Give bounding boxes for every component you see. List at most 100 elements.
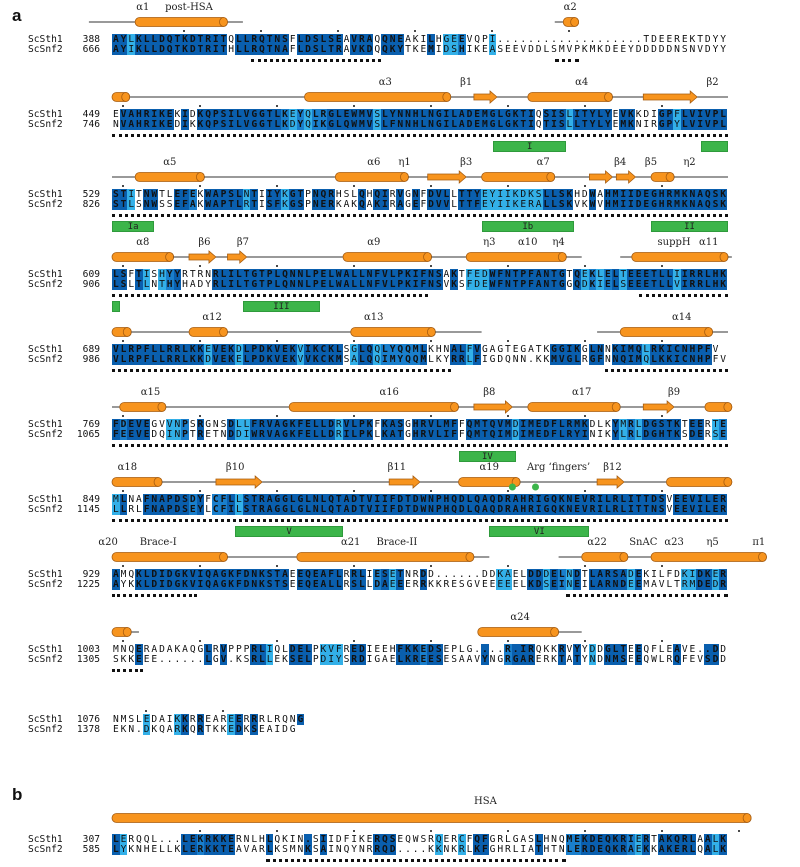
interface-dashed-line [112,214,728,217]
residue: E [620,44,627,55]
sequence-start-position: 1225 [76,579,100,590]
residue: L [451,199,457,210]
residue: L [650,354,658,365]
residue: Y [119,34,128,45]
residue: D [282,724,288,735]
residue: D [319,654,328,665]
residue: Q [374,34,381,45]
residue: R [412,579,419,590]
residue: D [165,569,174,580]
residue: R [334,44,343,55]
helix-cylinder [477,627,559,637]
residue: E [689,654,696,665]
residue: M [504,419,512,430]
residue: A [511,494,520,505]
residue: I [466,44,473,55]
residue: I [619,189,628,200]
residue: . [620,34,627,45]
residue: K [120,724,127,735]
residue: N [151,279,158,290]
residue: N [396,119,405,130]
residue: L [181,344,189,355]
residue: D [580,279,589,290]
position-tick-dot [121,105,124,107]
residue: S [296,199,305,210]
ss-element-label: α22 [587,537,607,548]
residue: L [350,419,358,430]
residue: L [665,269,674,280]
residue: D [711,579,720,590]
residue: Y [165,269,174,280]
residue: R [565,419,574,430]
residue: M [120,569,127,580]
residue: N [311,199,320,210]
residue: T [135,279,143,290]
residue: Y [573,429,581,440]
residue: E [173,199,182,210]
residue: P [219,199,228,210]
residue: K [196,119,205,130]
residue: Q [343,844,350,855]
residue: G [466,579,473,590]
residue: P [135,344,143,355]
residue: K [642,844,651,855]
residue: V [381,279,389,290]
residue: I [627,504,635,515]
residue: H [519,494,528,505]
residue: S [434,269,443,280]
residue: L [520,569,527,580]
residue: N [288,269,297,280]
residue: Q [634,344,643,355]
residue: V [296,344,305,355]
residue: Q [673,834,681,845]
residue: E [205,714,211,725]
position-tick-dot [506,415,509,417]
residue: E [311,579,320,590]
residue: V [566,44,573,55]
helix-cylinder [304,92,452,102]
strand-arrow [473,400,514,414]
residue: I [373,494,382,505]
residue: P [711,109,720,120]
residue: Q [404,354,412,365]
residue: T [396,569,405,580]
residue: K [557,494,566,505]
residue: D [189,109,196,120]
residue: F [681,654,688,665]
residue: Q [473,504,481,515]
ss-element-label: β8 [483,387,496,398]
residue: V [473,344,481,355]
residue: Q [165,34,174,45]
residue: F [235,569,243,580]
residue: Q [189,644,196,655]
residue: R [651,119,657,130]
residue: V [365,119,374,130]
residue: S [388,834,397,845]
residue: N [220,429,227,440]
residue: N [674,44,680,55]
residue: E [112,724,119,735]
residue: L [388,279,397,290]
residue: N [604,654,612,665]
residue: D [696,579,704,590]
residue: S [242,504,251,515]
residue: S [243,654,250,665]
residue: K [411,644,420,655]
residue: C [211,504,220,515]
residue: I [142,269,151,280]
residue: E [519,199,528,210]
residue: T [650,269,658,280]
residue: M [442,419,451,430]
ss-element-label: α14 [672,312,692,323]
residue: F [142,494,151,505]
residue: R [680,579,689,590]
residue: P [311,269,320,280]
residue: H [135,119,143,130]
residue: D [542,569,551,580]
residue: T [619,269,628,280]
residue: Q [282,714,288,725]
helix-cylinder [134,172,205,182]
residue: L [358,579,366,590]
residue: R [527,504,535,515]
